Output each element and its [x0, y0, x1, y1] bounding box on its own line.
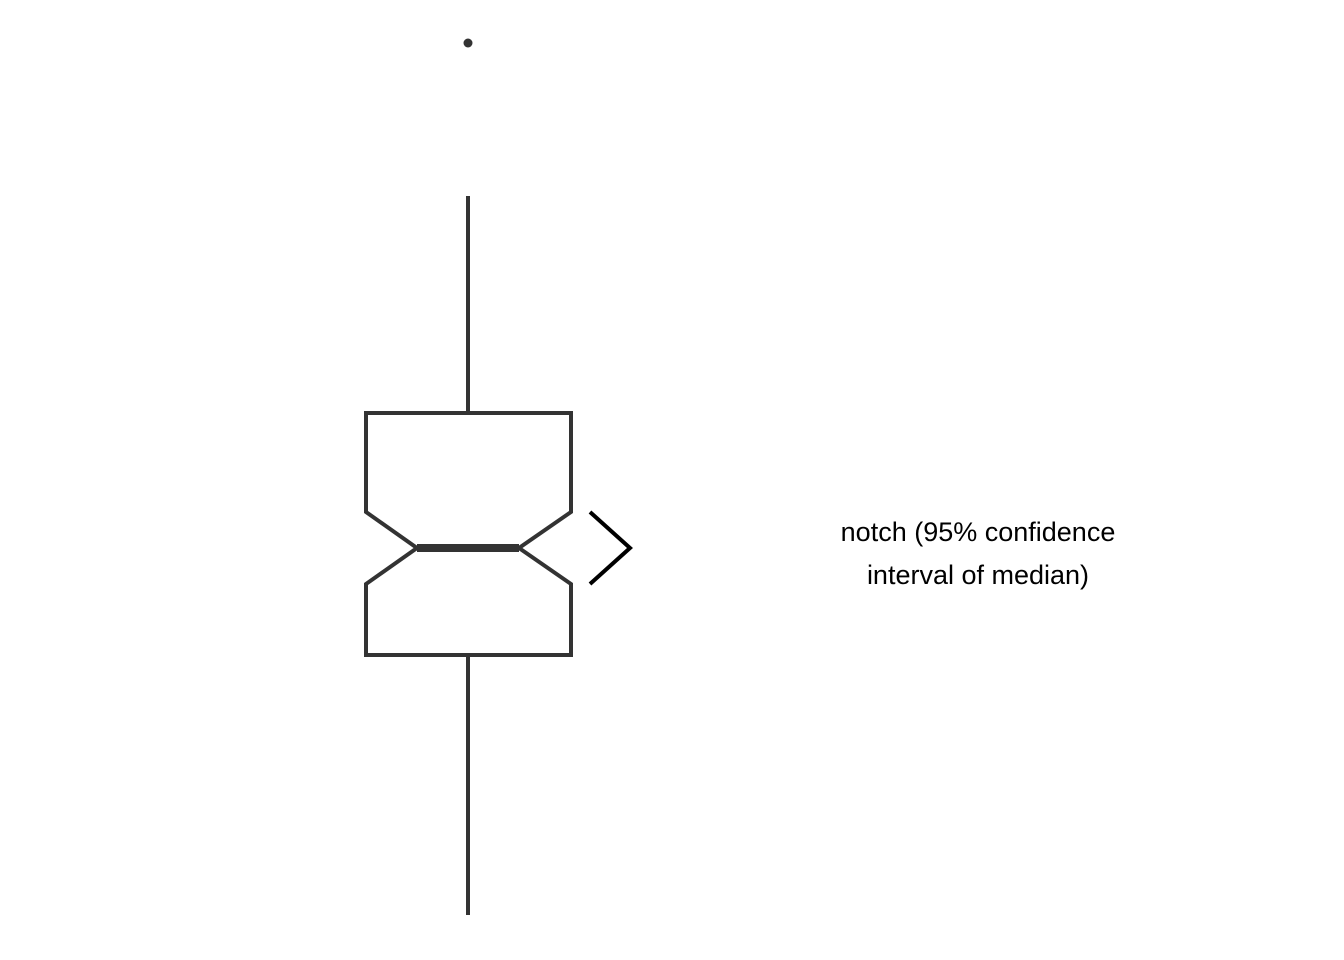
notched-box — [364, 411, 573, 657]
outlier-point — [463, 38, 473, 48]
notch-bracket — [588, 510, 633, 586]
annotation-line-2: interval of median) — [866, 560, 1090, 590]
notch-annotation: notch (95% confidence interval of median… — [790, 511, 1166, 597]
annotation-line-1: notch (95% confidence — [840, 517, 1116, 547]
